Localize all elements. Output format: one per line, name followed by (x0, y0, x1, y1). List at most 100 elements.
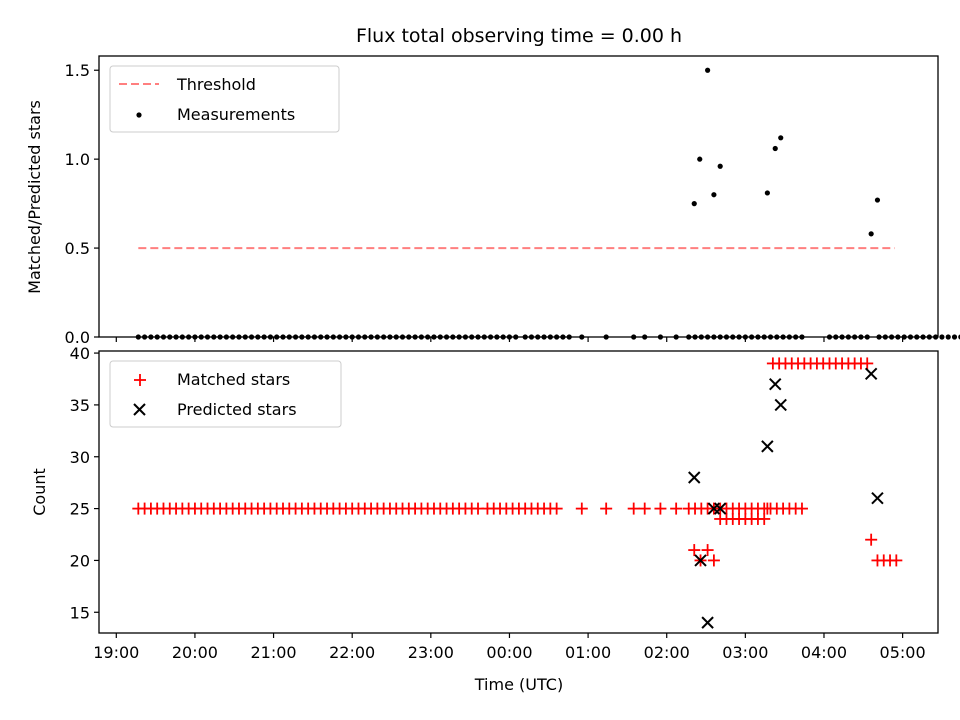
measurement-point (692, 334, 698, 340)
measurement-point (839, 334, 845, 340)
x-tick-label: 19:00 (93, 643, 139, 662)
measurement-point (381, 334, 387, 340)
y-tick-label: 0.0 (65, 328, 90, 347)
measurement-point (487, 334, 494, 340)
top-panel: 0.0 0.5 1.0 1.5 Matched/Predicted stars Thr… (25, 55, 960, 347)
measurement-point (475, 334, 481, 340)
matched-star-point (627, 502, 640, 515)
measurement-point (425, 334, 431, 340)
measurement-point (362, 334, 368, 340)
measurement-point (876, 334, 882, 340)
measurement-point (711, 334, 717, 340)
measurement-point (255, 334, 261, 340)
measurement-point (736, 334, 742, 340)
matched-star-point (865, 533, 878, 546)
measurement-point (711, 192, 717, 198)
predicted-star-point (694, 554, 707, 567)
y-tick-label: 1.0 (65, 150, 90, 169)
measurement-point (142, 334, 148, 340)
legend-matched-swatch (134, 374, 146, 386)
measurement-point (431, 334, 437, 340)
measurement-point (767, 334, 774, 340)
measurement-point (242, 334, 248, 340)
measurement-point (730, 334, 736, 340)
legend-threshold-label: Threshold (176, 75, 256, 94)
matched-star-point (688, 544, 701, 557)
measurement-point (764, 190, 770, 196)
y-tick-label: 40 (70, 344, 90, 363)
matched-star-point (861, 357, 874, 370)
measurement-point (186, 334, 192, 340)
matched-star-point (707, 554, 720, 567)
measurement-point (494, 334, 500, 340)
measurement-point (399, 334, 406, 340)
measurement-point (799, 334, 805, 340)
bottom-plot-frame (98, 350, 939, 634)
predicted-star-point (864, 367, 878, 381)
matched-star-point (701, 544, 714, 557)
measurement-point (469, 334, 475, 340)
measurement-point (167, 334, 173, 340)
measurement-point (889, 334, 895, 340)
measurement-point (412, 334, 418, 340)
measurement-point (786, 334, 792, 340)
measurement-point (374, 334, 380, 340)
x-axis-label: Time (UTC) (474, 675, 563, 694)
measurement-point (506, 334, 513, 340)
measurement-point (462, 334, 469, 340)
measurement-point (305, 334, 311, 340)
predicted-star-point (871, 492, 884, 505)
measurement-point (705, 67, 711, 73)
measurement-point (945, 334, 951, 340)
measurement-point (198, 334, 204, 340)
measurement-point (868, 231, 874, 237)
measurement-point (742, 334, 748, 340)
matched-star-point (575, 502, 588, 515)
x-tick-label: 03:00 (722, 643, 768, 662)
measurements-series (135, 67, 960, 340)
predicted-star-point (774, 398, 787, 412)
measurement-point (845, 334, 851, 340)
measurement-point (826, 334, 833, 340)
measurement-point (554, 334, 560, 340)
predicted-star-point (769, 377, 782, 391)
measurement-point (833, 334, 839, 340)
measurement-point (318, 334, 324, 340)
measurement-point (772, 145, 778, 152)
measurement-point (541, 334, 547, 340)
measurement-point (778, 135, 784, 141)
measurement-point (723, 334, 730, 340)
matched-star-point (550, 502, 563, 515)
measurement-point (852, 334, 858, 340)
measurement-point (393, 334, 399, 340)
y-tick-label: 30 (70, 448, 90, 467)
measurement-point (774, 334, 780, 340)
measurement-point (933, 334, 939, 340)
measurement-point (603, 334, 609, 340)
measurement-point (705, 334, 711, 340)
bottom-legend-box (109, 360, 342, 428)
measurement-point (418, 334, 424, 340)
predicted-stars-series (688, 367, 884, 629)
top-legend: Threshold Measurements (109, 65, 340, 133)
matched-star-point (654, 502, 667, 515)
measurement-point (749, 334, 755, 340)
predicted-star-point (761, 440, 774, 453)
chart-title: Flux total observing time = 0.00 h (356, 25, 682, 47)
measurement-point (939, 334, 945, 340)
measurement-point (761, 334, 767, 340)
measurement-point (230, 334, 236, 340)
measurement-point (926, 334, 932, 340)
measurement-point (217, 334, 223, 340)
measurement-point (528, 334, 535, 340)
x-tick-label: 22:00 (329, 643, 375, 662)
x-tick-label: 02:00 (644, 643, 690, 662)
bottom-legend: Matched stars Predicted stars (109, 360, 342, 428)
measurement-point (261, 334, 267, 340)
measurement-point (697, 156, 703, 162)
measurement-point (267, 334, 274, 340)
x-tick-label: 23:00 (408, 643, 454, 662)
measurement-point (355, 334, 362, 340)
measurement-point (858, 334, 864, 340)
